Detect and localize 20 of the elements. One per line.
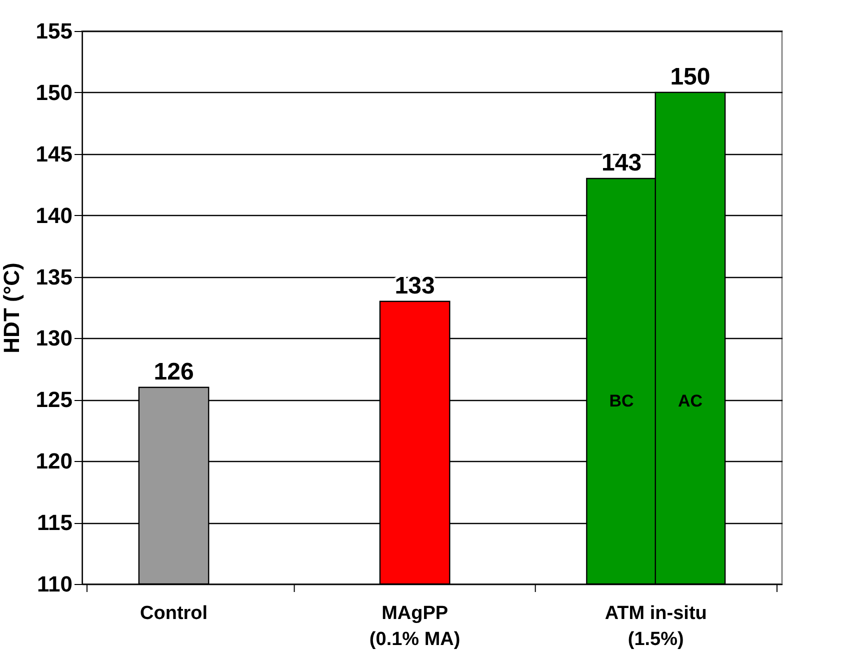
annotation: AC bbox=[678, 392, 703, 411]
data-label: 143 bbox=[602, 149, 642, 176]
annotation: BC bbox=[609, 392, 634, 411]
x-tick-label: ATM in-situ (1.5%) bbox=[604, 603, 707, 650]
y-tick-label: 140 bbox=[36, 202, 72, 228]
y-tick-label: 145 bbox=[36, 141, 72, 166]
x-tick-label: MAgPP (0.1% MA) bbox=[369, 603, 460, 650]
data-label: 126 bbox=[154, 358, 194, 386]
x-tick-label: Control bbox=[140, 603, 208, 624]
y-tick-label: 110 bbox=[37, 572, 72, 596]
data-label: 133 bbox=[394, 272, 435, 300]
data-label: 150 bbox=[670, 63, 710, 90]
y-tick-label: 120 bbox=[36, 448, 72, 474]
y-tick-label: 155 bbox=[36, 18, 72, 44]
y-tick-label: 125 bbox=[36, 387, 72, 412]
y-tick-label: 135 bbox=[36, 264, 72, 290]
y-axis-title: HDT (°C) bbox=[0, 262, 24, 354]
y-tick-label: 130 bbox=[36, 326, 72, 351]
y-tick-label: 115 bbox=[37, 510, 72, 536]
y-tick-label: 150 bbox=[36, 80, 72, 105]
